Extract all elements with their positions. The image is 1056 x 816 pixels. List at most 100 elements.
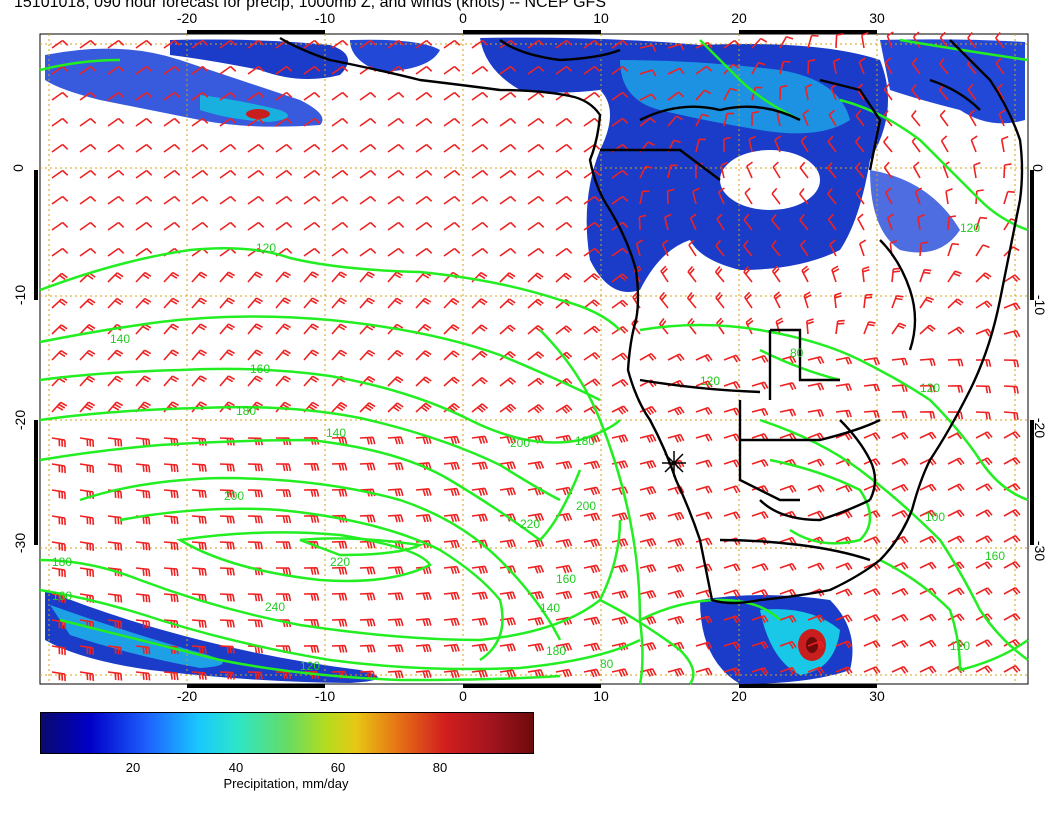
wind-barb xyxy=(751,381,769,390)
wind-barb xyxy=(863,640,881,649)
wind-barb xyxy=(859,239,867,257)
wind-barb xyxy=(807,614,825,623)
wind-barb xyxy=(51,401,68,413)
wind-barb xyxy=(471,669,488,678)
wind-barb xyxy=(583,538,601,548)
wind-barb xyxy=(163,221,181,231)
wind-barb xyxy=(303,645,320,653)
wind-barb xyxy=(331,221,349,231)
wind-barb xyxy=(807,666,825,675)
wind-barb xyxy=(51,324,68,335)
wind-barb xyxy=(527,617,545,626)
wind-barb xyxy=(51,39,69,49)
wind-barb xyxy=(51,247,69,257)
wind-barb xyxy=(443,435,460,445)
wind-barb xyxy=(527,461,545,470)
wind-barb xyxy=(499,169,517,179)
wind-barb xyxy=(499,487,517,496)
wind-barb xyxy=(219,463,235,472)
wind-barb xyxy=(107,645,123,655)
wind-barb xyxy=(802,109,810,127)
wind-barb xyxy=(331,195,349,205)
wind-barb xyxy=(443,669,460,679)
wind-barb xyxy=(303,247,321,257)
wind-barb xyxy=(499,272,516,283)
wind-barb xyxy=(947,457,965,466)
wind-barb xyxy=(1003,664,1021,673)
wind-barb xyxy=(443,617,460,627)
wind-barb xyxy=(303,117,321,127)
lon-tick-bottom: 0 xyxy=(459,688,467,704)
contour-label: 180 xyxy=(546,644,566,658)
wind-barb xyxy=(555,351,573,361)
wind-barb xyxy=(107,437,123,447)
wind-barb xyxy=(471,195,489,205)
wind-barb xyxy=(891,665,909,674)
wind-barb xyxy=(583,247,601,257)
wind-barb xyxy=(387,436,404,445)
wind-barb xyxy=(135,91,153,101)
wind-barb xyxy=(639,93,657,101)
wind-barb xyxy=(883,161,893,179)
wind-barb xyxy=(135,541,151,551)
wind-barb xyxy=(471,169,489,179)
wind-barb xyxy=(163,567,179,577)
wind-barb xyxy=(135,39,153,49)
wind-barb xyxy=(947,242,960,257)
wind-barb xyxy=(975,328,993,337)
wind-barb xyxy=(723,354,741,363)
wind-barb xyxy=(639,117,657,127)
wind-barb xyxy=(723,136,731,153)
wind-barb xyxy=(303,463,320,471)
wind-barb xyxy=(1003,274,1021,283)
wind-barb xyxy=(886,213,895,231)
wind-barb xyxy=(611,195,629,205)
wind-barb xyxy=(666,188,675,205)
wind-barb xyxy=(275,169,293,179)
wind-barb xyxy=(975,431,993,440)
lon-tick-top: 20 xyxy=(731,10,747,26)
wind-barb xyxy=(303,169,321,179)
wind-barb xyxy=(51,515,66,526)
wind-barb xyxy=(415,488,432,497)
wind-barb xyxy=(639,668,657,677)
wind-barb xyxy=(303,91,321,101)
wind-barb xyxy=(695,511,713,520)
wind-barb xyxy=(527,169,545,179)
wind-barb xyxy=(107,272,124,283)
wind-barb xyxy=(499,143,517,153)
wind-barb xyxy=(499,461,517,470)
wind-barb xyxy=(1003,560,1021,569)
wind-barb xyxy=(527,272,544,283)
wind-barb xyxy=(499,91,517,101)
wind-barb xyxy=(79,324,96,335)
wind-barb xyxy=(1003,586,1021,595)
wind-barb xyxy=(303,221,321,231)
wind-barb xyxy=(387,349,404,361)
wind-barb xyxy=(774,135,782,153)
wind-barb xyxy=(807,640,825,649)
wind-barb xyxy=(863,383,880,392)
lon-tick-top: 10 xyxy=(593,10,609,26)
wind-barb xyxy=(891,639,909,648)
wind-barb xyxy=(163,463,179,473)
wind-barb xyxy=(79,221,97,231)
wind-barb xyxy=(387,143,405,153)
wind-barb xyxy=(779,382,797,391)
wind-barb xyxy=(303,39,321,49)
coastlines xyxy=(279,36,1024,605)
wind-barb xyxy=(79,645,95,655)
wind-barb xyxy=(639,165,653,179)
wind-barb xyxy=(639,642,657,651)
wind-barb xyxy=(919,561,937,570)
wind-barb xyxy=(975,587,993,596)
wind-barb xyxy=(163,195,181,205)
wind-barb xyxy=(695,89,712,101)
wind-barb xyxy=(639,69,657,77)
wind-barb xyxy=(751,459,769,468)
wind-barb xyxy=(583,564,601,574)
wind-barb xyxy=(555,668,573,678)
wind-barb xyxy=(107,401,123,413)
wind-barb xyxy=(583,460,601,470)
wind-barb xyxy=(499,617,517,626)
